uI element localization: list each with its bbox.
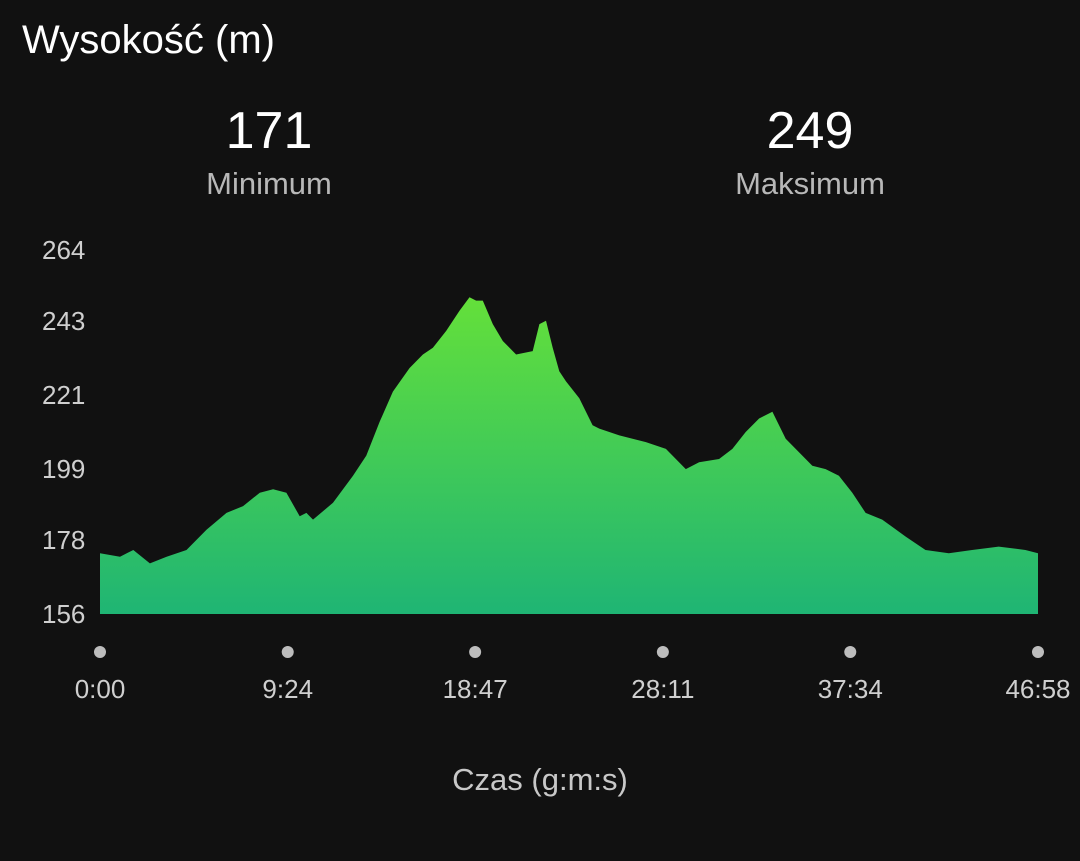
- minimum-value: 171: [225, 102, 313, 160]
- x-axis-dots: [94, 646, 1044, 658]
- elevation-area: [100, 297, 1038, 614]
- elevation-chart: 156 178 199 221 243 264 0:00 9:24 18:47 28:11 37:…: [42, 235, 1071, 704]
- x-tick-label: 37:34: [818, 674, 883, 704]
- maximum-label: Maksimum: [735, 166, 885, 201]
- x-tick-dot: [469, 646, 482, 658]
- maximum-stat: 249 Maksimum: [660, 100, 960, 202]
- y-tick-label: 199: [42, 454, 85, 484]
- minimum-label: Minimum: [206, 166, 332, 201]
- chart-title: Wysokość (m): [22, 18, 275, 62]
- y-axis-ticks: 156 178 199 221 243 264: [42, 235, 85, 629]
- x-tick-label: 28:11: [631, 674, 694, 704]
- x-axis-ticks: 0:00 9:24 18:47 28:11 37:34 46:58: [75, 674, 1071, 704]
- maximum-value: 249: [766, 102, 854, 160]
- x-tick-dot: [281, 646, 294, 658]
- x-tick-dot: [656, 646, 669, 658]
- x-axis-label: Czas (g:m:s): [452, 762, 628, 797]
- y-tick-label: 243: [42, 306, 85, 336]
- y-tick-label: 221: [42, 380, 85, 410]
- x-tick-dot: [844, 646, 857, 658]
- x-tick-dot: [1032, 646, 1044, 658]
- y-tick-label: 178: [42, 525, 85, 555]
- x-tick-label: 0:00: [75, 674, 126, 704]
- x-tick-label: 46:58: [1005, 674, 1070, 704]
- x-tick-label: 18:47: [443, 674, 508, 704]
- x-tick-label: 9:24: [262, 674, 313, 704]
- minimum-stat: 171 Minimum: [119, 100, 419, 202]
- y-tick-label: 156: [42, 599, 85, 629]
- x-tick-dot: [94, 646, 106, 658]
- y-tick-label: 264: [42, 235, 85, 265]
